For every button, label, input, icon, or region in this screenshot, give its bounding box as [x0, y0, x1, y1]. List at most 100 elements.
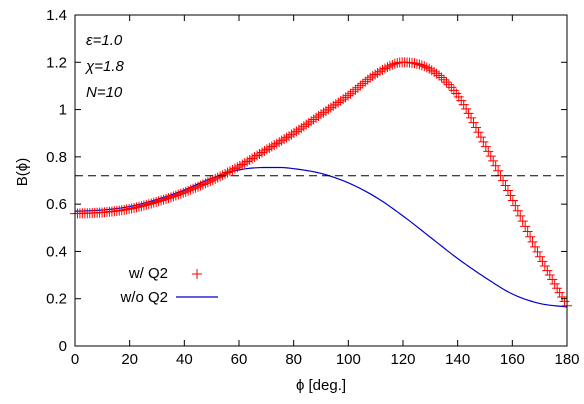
- marker-with-q2: [416, 60, 427, 71]
- marker-with-q2: [434, 70, 445, 81]
- x-tick-label: 20: [121, 351, 138, 368]
- marker-with-q2: [156, 195, 167, 206]
- marker-with-q2: [443, 79, 454, 90]
- marker-with-q2: [466, 112, 477, 123]
- marker-with-q2: [389, 58, 400, 69]
- marker-with-q2: [183, 185, 194, 196]
- marker-with-q2: [232, 162, 243, 173]
- x-tick-label: 60: [231, 351, 248, 368]
- marker-with-q2: [345, 88, 356, 99]
- y-tick-label: 0.2: [46, 291, 67, 308]
- annotation-chi: χ=1.8: [84, 58, 124, 75]
- marker-with-q2: [163, 193, 174, 204]
- marker-with-q2: [175, 188, 186, 199]
- marker-with-q2: [475, 132, 486, 143]
- marker-with-q2: [276, 135, 287, 146]
- marker-with-q2: [222, 167, 233, 178]
- x-tick-label: 0: [71, 351, 79, 368]
- annotation-epsilon: ε=1.0: [86, 32, 123, 49]
- x-axis-label: ϕ [deg.]: [296, 377, 346, 394]
- marker-with-q2: [411, 58, 422, 69]
- marker-with-q2: [239, 157, 250, 168]
- series-line-without-q2: [74, 166, 568, 308]
- marker-with-q2: [534, 251, 545, 262]
- marker-with-q2: [195, 180, 206, 191]
- marker-with-q2: [384, 60, 395, 71]
- marker-with-q2: [357, 78, 368, 89]
- marker-with-q2: [490, 160, 501, 171]
- marker-with-q2: [143, 199, 154, 210]
- y-axis-label: B(ϕ): [14, 158, 31, 186]
- marker-with-q2: [129, 202, 140, 213]
- marker-with-q2: [392, 58, 403, 69]
- marker-with-q2: [205, 176, 216, 187]
- marker-with-q2: [266, 141, 277, 152]
- marker-with-q2: [456, 95, 467, 106]
- marker-with-q2: [173, 189, 184, 200]
- marker-with-q2: [202, 177, 213, 188]
- marker-with-q2: [439, 74, 449, 85]
- marker-with-q2: [355, 80, 366, 91]
- marker-with-q2: [441, 77, 452, 88]
- marker-with-q2: [544, 270, 555, 281]
- marker-with-q2: [269, 140, 280, 151]
- tick-labels-layer: 0 20 40 60 80 100 120 140 160 180 0 0.2 0.4 0.6 0.8 1 1.…: [46, 7, 579, 368]
- marker-with-q2: [178, 187, 189, 198]
- marker-with-q2: [409, 58, 420, 69]
- marker-with-q2: [131, 202, 142, 213]
- marker-with-q2: [141, 199, 152, 210]
- marker-with-q2: [468, 117, 479, 128]
- marker-with-q2: [463, 108, 474, 119]
- marker-with-q2: [507, 195, 518, 206]
- legend-marker-with-q2: [192, 269, 202, 279]
- marker-with-q2: [180, 186, 191, 197]
- marker-with-q2: [274, 137, 285, 148]
- series-layer: [70, 57, 572, 311]
- marker-with-q2: [158, 194, 169, 205]
- marker-with-q2: [522, 226, 533, 237]
- x-tick-label: 140: [445, 351, 470, 368]
- marker-with-q2: [200, 178, 211, 189]
- marker-with-q2: [515, 210, 526, 221]
- marker-with-q2: [431, 68, 442, 79]
- marker-with-q2: [153, 196, 164, 207]
- marker-with-q2: [138, 200, 149, 211]
- marker-with-q2: [215, 171, 226, 182]
- marker-with-q2: [478, 136, 489, 147]
- x-tick-label: 180: [554, 351, 579, 368]
- marker-with-q2: [185, 184, 196, 195]
- marker-with-q2: [557, 291, 568, 302]
- marker-with-q2: [190, 182, 201, 193]
- marker-with-q2: [493, 165, 504, 176]
- marker-with-q2: [165, 192, 176, 203]
- marker-with-q2: [188, 183, 199, 194]
- marker-with-q2: [525, 231, 536, 242]
- marker-with-q2: [170, 190, 181, 201]
- y-tick-label: 0: [59, 338, 67, 355]
- marker-with-q2: [552, 283, 563, 294]
- marker-with-q2: [498, 175, 509, 186]
- marker-with-q2: [237, 159, 248, 170]
- marker-with-q2: [271, 138, 282, 149]
- marker-with-q2: [146, 198, 157, 209]
- marker-with-q2: [193, 181, 203, 192]
- marker-with-q2: [527, 236, 538, 247]
- ticks-layer: [74, 14, 568, 347]
- marker-with-q2: [488, 155, 499, 166]
- marker-with-q2: [421, 62, 432, 73]
- marker-with-q2: [217, 170, 228, 181]
- marker-with-q2: [510, 200, 521, 211]
- marker-with-q2: [483, 146, 494, 157]
- marker-with-q2: [168, 191, 179, 202]
- marker-with-q2: [485, 151, 496, 162]
- x-tick-label: 100: [336, 351, 361, 368]
- marker-with-q2: [436, 72, 447, 83]
- y-tick-label: 1.4: [46, 7, 67, 24]
- marker-with-q2: [210, 173, 221, 184]
- marker-with-q2: [473, 127, 484, 138]
- marker-with-q2: [207, 174, 218, 185]
- legend-label-without-q2: w/o Q2: [119, 289, 168, 306]
- marker-with-q2: [352, 82, 363, 93]
- plot-frame: [74, 14, 568, 347]
- marker-with-q2: [554, 287, 565, 298]
